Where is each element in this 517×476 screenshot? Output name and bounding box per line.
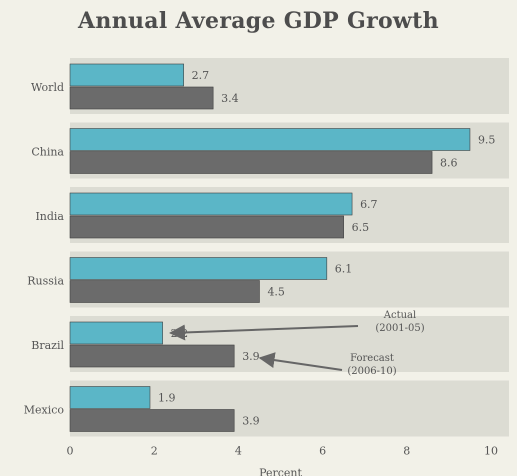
annotation-0-line-1: (2001-05) — [375, 323, 424, 334]
forecast-bar-mexico — [69, 409, 235, 432]
actual-bar-brazil — [69, 321, 163, 345]
forecast-bar-china — [69, 151, 433, 174]
forecast-bar-india — [69, 215, 344, 239]
category-label-brazil: Brazil — [31, 339, 64, 352]
x-tick-label-4: 4 — [235, 445, 242, 458]
actual-value-mexico: 1.9 — [158, 392, 176, 405]
actual-bar-russia — [69, 257, 328, 280]
forecast-value-russia: 4.5 — [267, 286, 285, 299]
annotation-1-line-0: Forecast — [350, 353, 394, 364]
actual-value-india: 6.7 — [360, 198, 378, 211]
forecast-value-mexico: 3.9 — [242, 415, 260, 428]
actual-value-russia: 6.1 — [335, 263, 353, 276]
actual-value-world: 2.7 — [192, 69, 210, 82]
actual-bar-india — [69, 192, 353, 216]
forecast-bar-russia — [69, 280, 260, 303]
forecast-value-india: 6.5 — [352, 221, 370, 234]
forecast-bar-world — [69, 86, 214, 110]
category-label-world: World — [31, 81, 64, 94]
actual-value-china: 9.5 — [478, 134, 496, 147]
category-label-india: India — [35, 210, 64, 223]
forecast-value-brazil: 3.9 — [242, 350, 260, 363]
annotation-1-line-1: (2006-10) — [347, 366, 396, 377]
chart-title: Annual Average GDP Growth — [78, 8, 439, 34]
category-label-russia: Russia — [27, 275, 64, 288]
annotation-0-line-0: Actual — [383, 310, 416, 321]
forecast-value-world: 3.4 — [221, 92, 239, 105]
actual-bar-china — [69, 128, 471, 151]
actual-bar-mexico — [69, 386, 151, 409]
forecast-bar-brazil — [69, 344, 235, 368]
actual-bar-world — [69, 63, 184, 87]
x-tick-label-8: 8 — [403, 445, 410, 458]
x-tick-label-6: 6 — [319, 445, 326, 458]
x-tick-label-2: 2 — [151, 445, 158, 458]
x-axis-label: Percent — [259, 467, 302, 476]
annotation-arrow-0 — [169, 324, 359, 341]
x-tick-label-10: 10 — [484, 445, 498, 458]
annotation-arrow-1 — [258, 352, 343, 371]
category-label-china: China — [31, 146, 64, 159]
forecast-value-china: 8.6 — [440, 157, 458, 170]
category-label-mexico: Mexico — [24, 404, 65, 417]
x-tick-label-0: 0 — [67, 445, 74, 458]
